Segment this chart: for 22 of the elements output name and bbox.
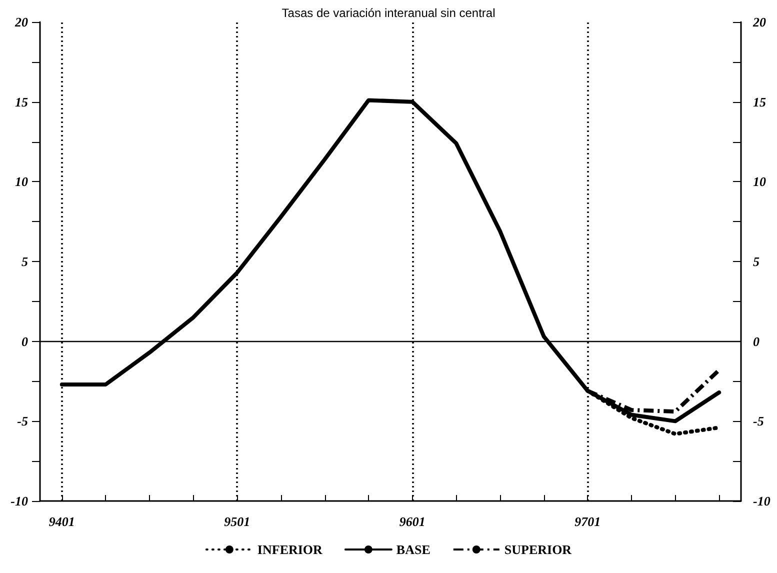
y-tick-label: 5 [22, 254, 28, 269]
x-tick-label: 9501 [224, 514, 250, 529]
legend-label: SUPERIOR [504, 542, 572, 557]
legend-label: BASE [396, 542, 430, 557]
y2-tick-label: 0 [753, 334, 760, 349]
x-tick-label: 9701 [574, 514, 601, 529]
y-tick-label: 20 [14, 14, 28, 30]
y2-tick-label: 20 [752, 14, 766, 30]
y2-tick-label: 5 [753, 254, 760, 269]
x-tick-label: 9401 [48, 514, 75, 529]
y-tick-label: -10 [10, 494, 28, 508]
y2-tick-label: -10 [753, 494, 771, 508]
y2-tick-label: 10 [753, 174, 766, 190]
y-tick-label: 0 [22, 334, 28, 349]
legend-label: INFERIOR [257, 542, 324, 557]
y2-tick-label: -5 [753, 414, 764, 429]
y-tick-label: 15 [15, 94, 28, 110]
y-tick-label: -5 [17, 414, 28, 429]
y2-tick-label: 15 [753, 94, 766, 110]
chart-title: Tasas de variación interanual sin central [282, 6, 496, 20]
x-tick-label: 9601 [399, 514, 426, 529]
y-tick-label: 10 [15, 174, 28, 190]
